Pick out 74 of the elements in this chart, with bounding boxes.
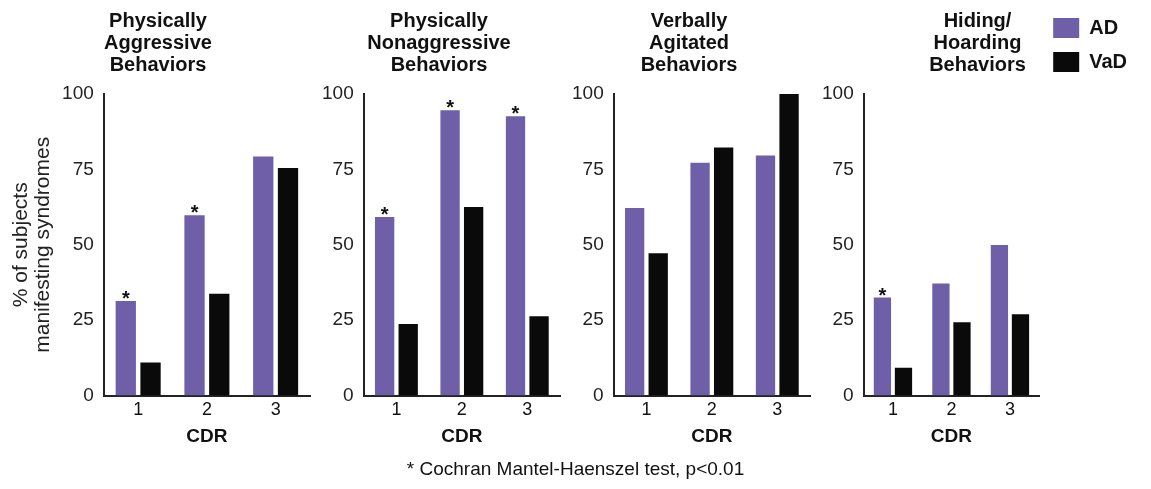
x-tick-label: 1 (133, 399, 144, 420)
chart-title: Physically Aggressive Behaviors (104, 8, 212, 75)
y-tick-label: 0 (343, 383, 354, 405)
y-tick-label: 50 (832, 233, 854, 255)
bar (209, 293, 230, 396)
x-axis-title: CDR (441, 424, 483, 446)
x-tick-label: 3 (772, 399, 783, 420)
x-tick-label: 3 (1004, 399, 1015, 420)
bar (713, 147, 734, 396)
y-tick-label: 100 (322, 82, 354, 104)
annotation: * (878, 283, 887, 306)
x-axis-title: CDR (930, 424, 973, 446)
y-axis-title: % of subjects manifesting syndromes (7, 136, 53, 353)
legend-label: AD (1089, 15, 1119, 38)
x-tick-label: 3 (270, 399, 281, 420)
bar (648, 253, 668, 396)
bar (463, 207, 484, 396)
x-tick-label: 1 (887, 399, 898, 420)
bar (779, 94, 799, 396)
y-tick-label: 25 (832, 308, 854, 330)
x-axis-title: CDR (186, 424, 228, 446)
y-tick-label: 75 (832, 157, 854, 179)
bar (1011, 314, 1030, 396)
bar (990, 245, 1009, 396)
x-tick-label: 1 (391, 399, 402, 420)
bar (690, 162, 710, 396)
legend-label: VaD (1089, 49, 1128, 72)
bar (755, 155, 776, 396)
y-tick-label: 100 (572, 82, 604, 104)
x-tick-label: 2 (946, 399, 957, 420)
y-tick-label: 75 (72, 157, 94, 179)
x-tick-label: 3 (522, 399, 533, 420)
bar (953, 322, 971, 396)
y-tick-label: 50 (582, 233, 604, 255)
bar (398, 324, 418, 396)
y-tick-label: 75 (582, 157, 604, 179)
bar (440, 110, 460, 396)
bar (184, 215, 205, 396)
chart-title: Verbally Agitated Behaviors (640, 8, 738, 75)
bar (505, 116, 526, 396)
x-tick-label: 2 (706, 399, 717, 420)
bar (140, 362, 161, 396)
bar (374, 217, 395, 396)
y-tick-label: 25 (332, 308, 354, 330)
x-tick-label: 2 (201, 399, 212, 420)
y-tick-label: 25 (72, 308, 94, 330)
y-tick-label: 50 (332, 233, 354, 255)
bar (873, 297, 892, 396)
y-tick-label: 100 (62, 82, 94, 104)
chart-title: Hiding/ Hoarding Behaviors (929, 8, 1026, 75)
text: * Cochran Mantel-Haenszel test, p<0.01 (405, 458, 746, 480)
annotation: * (190, 201, 199, 224)
x-axis-title: CDR (691, 424, 733, 446)
y-tick-label: 0 (593, 383, 604, 405)
bar (624, 208, 645, 396)
y-tick-label: 100 (822, 82, 854, 104)
y-tick-label: 25 (582, 308, 604, 330)
annotation: * (121, 286, 130, 309)
bar (932, 283, 950, 396)
bar (894, 367, 913, 396)
annotation: * (380, 203, 389, 226)
x-tick-label: 1 (641, 399, 652, 420)
y-tick-label: 0 (83, 383, 94, 405)
annotation: * (446, 96, 455, 119)
chart-title: Physically Nonaggressive Behaviors (367, 8, 511, 75)
annotation: * (511, 102, 520, 125)
bar (253, 156, 274, 396)
y-tick-label: 50 (72, 233, 94, 255)
bar (277, 167, 299, 396)
y-tick-label: 75 (332, 157, 354, 179)
bar (115, 300, 136, 396)
bar (529, 316, 549, 396)
x-tick-label: 2 (456, 399, 467, 420)
y-tick-label: 0 (843, 383, 854, 405)
